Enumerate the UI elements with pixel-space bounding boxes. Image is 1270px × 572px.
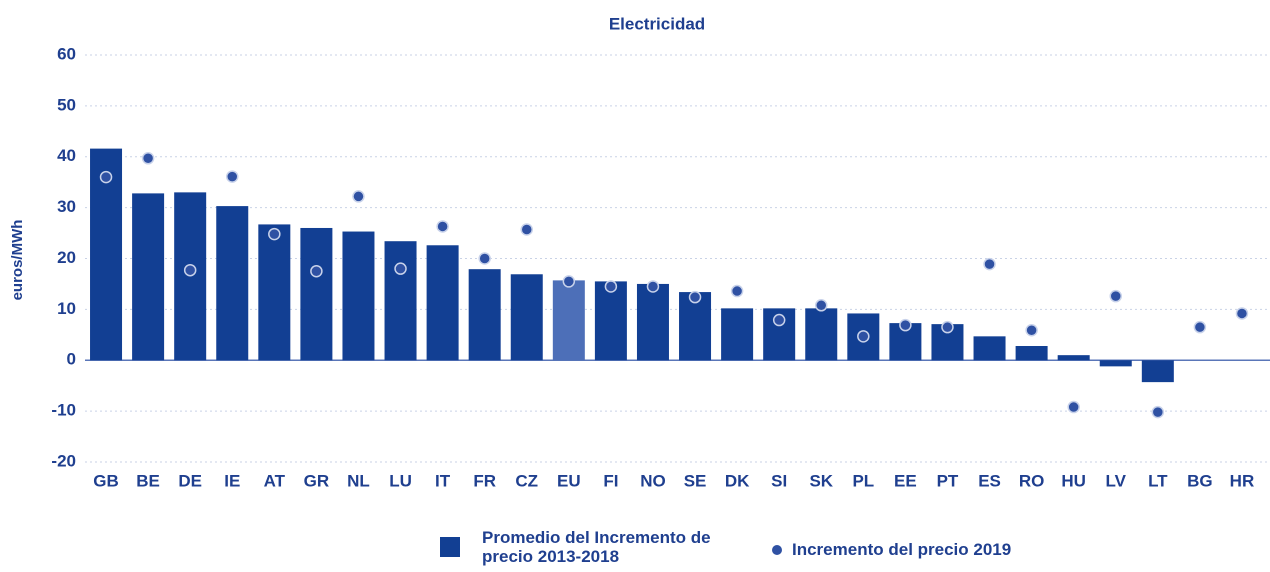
point [226, 170, 239, 183]
x-tick-label: DE [178, 471, 202, 490]
x-tick-label: PT [937, 471, 959, 490]
bar [679, 292, 712, 361]
bar [1057, 355, 1090, 361]
bar [805, 308, 838, 361]
x-tick-label: BG [1187, 471, 1213, 490]
chart-title: Electricidad [609, 14, 705, 33]
y-tick-label: -20 [51, 451, 76, 470]
x-tick-label: AT [264, 471, 286, 490]
legend-swatch [772, 544, 782, 555]
x-tick-label: HU [1061, 471, 1086, 490]
point [99, 170, 113, 184]
bar [552, 280, 585, 361]
x-tick-label: FI [603, 471, 618, 490]
bar [300, 227, 333, 361]
x-tick-label: SI [771, 471, 787, 490]
point [1067, 400, 1080, 414]
point [772, 313, 786, 327]
bar [721, 308, 754, 361]
point [983, 257, 996, 271]
point [815, 299, 828, 312]
point [310, 264, 323, 278]
point [646, 280, 660, 293]
point [604, 280, 618, 293]
x-tick-label: GR [304, 471, 330, 490]
bar [636, 283, 669, 361]
point [899, 318, 912, 332]
y-axis-label: euros/MWh [9, 220, 26, 301]
bar [342, 231, 375, 361]
x-tick-label: BE [136, 471, 160, 490]
x-tick-label: SE [684, 471, 707, 490]
bar [1141, 360, 1174, 383]
point [1025, 323, 1038, 337]
bar [216, 206, 249, 361]
point [857, 330, 870, 343]
x-tick-label: FR [473, 471, 496, 490]
y-tick-label: 30 [57, 197, 76, 216]
bar [90, 148, 123, 361]
legend-label: Promedio del Incremento de precio 2013-2… [482, 528, 711, 566]
x-tick-label: GB [93, 471, 119, 490]
x-tick-label: EE [894, 471, 917, 490]
y-tick-label: 40 [57, 146, 76, 165]
bar [1099, 360, 1132, 367]
y-tick-label: 0 [67, 350, 76, 369]
point [730, 284, 744, 298]
point [352, 190, 365, 203]
x-tick-label: ES [978, 471, 1001, 490]
y-tick-label: 20 [57, 248, 76, 267]
bar [510, 274, 543, 361]
x-tick-label: LU [389, 471, 412, 490]
point [436, 220, 449, 233]
x-tick-label: LT [1148, 471, 1168, 490]
bar [384, 241, 417, 361]
x-tick-label: PL [852, 471, 874, 490]
point [141, 152, 155, 165]
point [478, 252, 491, 265]
point [1235, 307, 1249, 320]
point [688, 290, 702, 304]
bar [594, 281, 627, 361]
legend-item: Promedio del Incremento de precio 2013-2… [440, 528, 762, 566]
x-tick-label: HR [1230, 471, 1255, 490]
point [268, 227, 281, 241]
y-tick-label: 10 [57, 299, 76, 318]
x-tick-label: IE [224, 471, 240, 490]
x-tick-label: RO [1019, 471, 1045, 490]
point [394, 262, 407, 275]
x-tick-label: DK [725, 471, 750, 490]
bar [258, 224, 291, 361]
x-tick-label: CZ [515, 471, 538, 490]
point [1109, 289, 1122, 303]
x-tick-label: SK [809, 471, 833, 490]
bar [973, 336, 1006, 361]
y-tick-label: -10 [51, 401, 76, 420]
x-tick-label: NO [640, 471, 666, 490]
x-tick-label: IT [435, 471, 451, 490]
point [562, 275, 576, 288]
y-tick-label: 50 [57, 95, 76, 114]
bar [426, 245, 459, 361]
x-tick-label: NL [347, 471, 370, 490]
point [183, 263, 197, 277]
point [1193, 320, 1207, 334]
x-tick-label: EU [557, 471, 581, 490]
point [520, 223, 533, 236]
bar [468, 269, 501, 361]
point [941, 320, 954, 334]
chart: Electricidad euros/MWh -20 -10 0 10 20 30 40 50… [9, 14, 1270, 490]
bar [132, 193, 165, 361]
legend-label: Incremento del precio 2019 [792, 540, 1012, 559]
point [1151, 405, 1165, 419]
legend-swatch [440, 537, 460, 557]
legend-item: Incremento del precio 2019 [772, 540, 1011, 559]
x-tick-label: LV [1106, 471, 1127, 490]
y-tick-label: 60 [57, 44, 76, 63]
bar [1015, 346, 1048, 361]
